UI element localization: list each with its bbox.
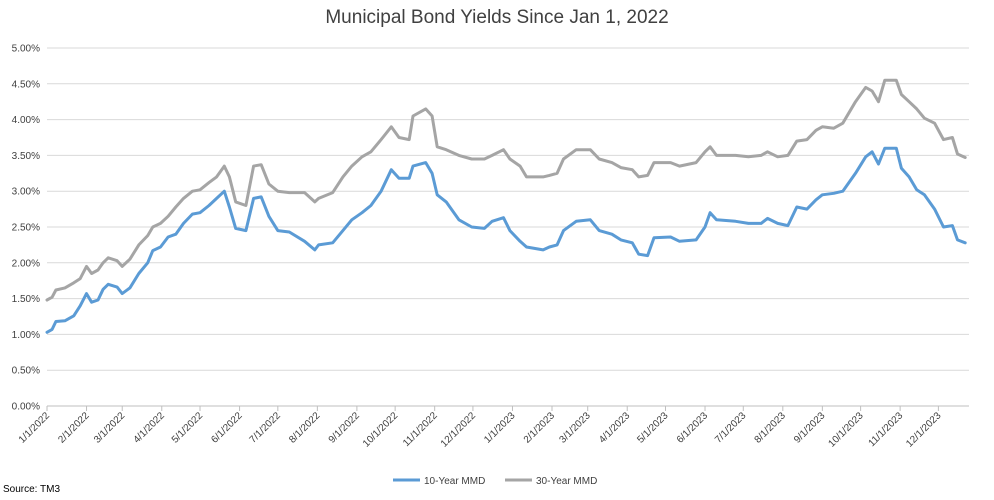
x-tick-label: 10/1/2022 [361,410,401,450]
legend-label: 30-Year MMD [536,476,597,487]
x-tick-label: 8/1/2023 [753,410,789,446]
x-tick-label: 3/1/2023 [558,410,594,446]
y-tick-label: 4.50% [12,79,40,90]
y-tick-label: 1.00% [12,330,40,341]
x-tick-label: 6/1/2023 [675,410,711,446]
x-tick-label: 5/1/2022 [170,410,206,446]
x-tick-label: 6/1/2022 [209,410,245,446]
y-tick-label: 2.50% [12,223,40,234]
y-tick-label: 0.00% [12,402,40,413]
x-tick-label: 7/1/2022 [248,410,284,446]
y-tick-label: 0.50% [12,366,40,377]
legend: 10-Year MMD 30-Year MMD [393,476,597,487]
x-tick-label: 5/1/2023 [635,410,671,446]
x-tick-label: 8/1/2022 [287,410,323,446]
x-tick-label: 4/1/2022 [132,410,168,446]
x-tick-label: 12/1/2023 [904,410,944,450]
x-tick-label: 1/1/2022 [17,410,53,446]
y-tick-label: 3.50% [12,151,40,162]
y-tick-label: 5.00% [12,44,40,55]
series-line-30-year [45,78,967,302]
x-tick-label: 3/1/2022 [92,410,128,446]
x-axis-ticks: 1/1/2022 2/1/2022 3/1/2022 4/1/2022 5/1/2022… [17,406,944,450]
x-tick-label: 1/1/2023 [482,410,518,446]
y-axis-ticks: 0.00% 0.50% 1.00% 1.50% 2.00% 2.50% 3.00% 3.50%… [12,44,40,413]
y-tick-label: 1.50% [12,294,40,305]
x-tick-label: 10/1/2023 [826,410,866,450]
series-lines [45,78,967,334]
series-line-10-year [45,146,967,334]
x-tick-label: 9/1/2023 [792,410,828,446]
y-tick-label: 3.00% [12,187,40,198]
x-tick-label: 2/1/2022 [56,410,92,446]
x-tick-label: 2/1/2023 [522,410,558,446]
x-tick-label: 12/1/2022 [439,410,479,450]
x-tick-label: 11/1/2023 [867,410,906,449]
x-tick-label: 9/1/2022 [327,410,363,446]
legend-label: 10-Year MMD [424,476,485,487]
source-note: Source: TM3 [3,484,61,495]
x-tick-label: 4/1/2023 [597,410,633,446]
y-tick-label: 4.00% [12,115,40,126]
chart-title: Municipal Bond Yields Since Jan 1, 2022 [325,7,668,28]
x-tick-label: 7/1/2023 [713,410,749,446]
y-tick-label: 2.00% [12,258,40,269]
x-tick-label: 11/1/2022 [401,410,440,449]
